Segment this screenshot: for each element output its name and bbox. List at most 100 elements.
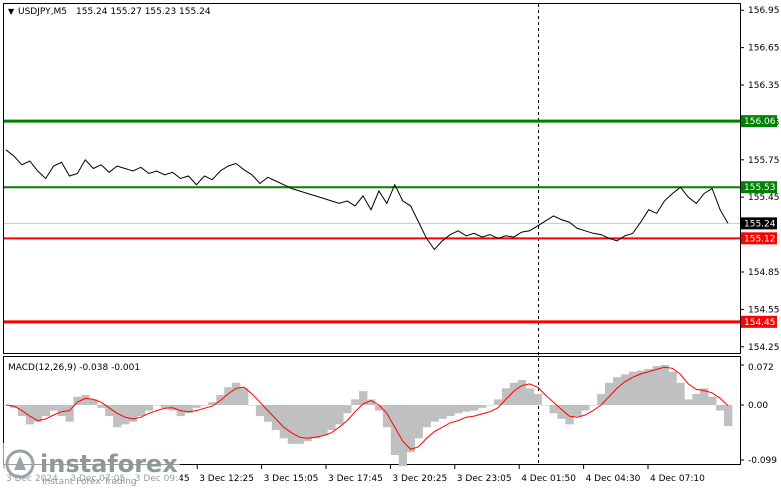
macd-histogram-bar [192,405,201,408]
level-tag-label: 154.45 [744,318,776,328]
macd-histogram-bar [343,405,352,414]
symbol-timeframe: USDJPY,M5 [18,7,67,17]
macd-histogram-bar [232,382,241,405]
time-tick-label: 4 Dec 01:50 [521,474,576,484]
macd-histogram-bar [335,405,344,425]
level-tag-support [741,315,777,328]
macd-histogram-bar [224,387,233,405]
macd-histogram-bar [628,371,638,405]
macd-histogram-bar [557,405,566,419]
macd-histogram-bar [295,405,304,444]
macd-histogram-bar [644,368,653,405]
macd-histogram-bar [248,405,257,406]
watermark-tagline: Instant Forex Trading [42,477,137,487]
macd-axis: 0.072 0.00 -0.099 [740,363,777,466]
macd-tick-label: 0.00 [748,401,768,411]
macd-histogram-bar [327,405,336,430]
instaforex-watermark: instaforex Instant Forex Trading [0,443,180,489]
macd-histogram-bar [605,382,614,405]
macd-histogram-bar [430,405,439,422]
macd-histogram-bar [398,405,407,467]
price-panel[interactable] [3,3,741,354]
macd-histogram-bar [351,399,360,405]
macd-histogram-bar [263,405,273,422]
price-tick-label: 154.85 [748,268,780,278]
macd-histogram-bar [446,405,455,417]
price-tick-label: 156.95 [748,6,780,16]
macd-histogram-bar [462,405,471,412]
macd-histogram-bar [65,405,74,422]
macd-histogram-bar [692,393,701,405]
macd-histogram-bar [422,405,431,428]
level-tag-resistance [741,115,777,128]
macd-histogram-bar [33,405,43,422]
level-tag-support [741,232,777,245]
price-axis: 156.95156.65156.35156.05155.75155.45154.… [740,6,780,353]
macd-histogram-bar [89,399,98,405]
price-tick-label: 156.35 [748,81,780,91]
macd-histogram [2,365,733,467]
macd-histogram-bar [486,405,495,406]
price-tick-label: 155.75 [748,156,780,166]
price-tick-label: 154.25 [748,343,780,353]
macd-histogram-bar [517,380,526,405]
macd-histogram-bar [390,405,400,455]
macd-histogram-bar [684,399,693,405]
macd-histogram-bar [113,405,122,428]
macd-histogram-bar [184,405,193,414]
macd-histogram-bar [525,388,534,405]
macd-histogram-bar [652,366,661,405]
macd-histogram-bar [493,399,503,405]
macd-signal-line [5,366,729,450]
collapse-arrow-icon[interactable]: ▼ [8,7,15,16]
macd-histogram-bar [382,405,392,428]
macd-histogram-bar [613,377,622,405]
macd-histogram-bar [724,405,733,427]
macd-histogram-bar [668,371,677,405]
macd-histogram-bar [57,405,66,417]
macd-histogram-bar [25,405,35,425]
macd-histogram-bar [541,405,550,406]
macd-histogram-bar [136,405,146,417]
macd-histogram-bar [152,405,162,406]
macd-histogram-bar [406,405,415,453]
macd-histogram-bar [303,405,312,442]
ohlc-readout: 155.24 155.27 155.23 155.24 [76,7,211,17]
level-lines: 156.06 155.53 155.12 154.45 155.24 [4,115,777,328]
macd-histogram-bar [470,405,479,411]
level-tag-label: 155.12 [744,234,776,244]
macd-histogram-bar [565,405,574,425]
price-tick-label: 154.55 [748,305,780,315]
time-tick-label: 4 Dec 07:10 [650,474,705,484]
macd-histogram-bar [97,405,106,408]
macd-histogram-bar [129,405,138,422]
macd-histogram-bar [549,405,558,414]
time-tick-label: 3 Dec 15:05 [264,474,319,484]
macd-histogram-bar [589,405,598,406]
macd-histogram-bar [509,382,519,405]
price-line [5,149,729,251]
macd-histogram-bar [121,405,130,425]
macd-histogram-bar [73,396,82,405]
level-tag-label: 155.53 [744,183,776,193]
macd-histogram-bar [200,405,209,406]
macd-histogram-bar [160,405,169,408]
macd-histogram-bar [240,388,249,405]
macd-histogram-bar [287,405,296,444]
macd-histogram-bar [478,405,487,408]
macd-histogram-bar [279,405,288,439]
macd-histogram-bar [367,399,376,405]
macd-histogram-bar [144,405,154,411]
price-tick-label: 155.45 [748,193,780,203]
macd-tick-label: -0.099 [748,456,777,466]
macd-histogram-bar [49,405,58,411]
macd-histogram-bar [716,405,725,411]
watermark-brand: instaforex [40,450,178,478]
macd-histogram-bar [700,388,709,405]
macd-tick-label: 0.072 [748,363,774,373]
macd-histogram-bar [374,405,384,411]
macd-histogram-bar [636,370,646,405]
macd-histogram-bar [676,382,685,405]
macd-histogram-bar [454,405,463,414]
